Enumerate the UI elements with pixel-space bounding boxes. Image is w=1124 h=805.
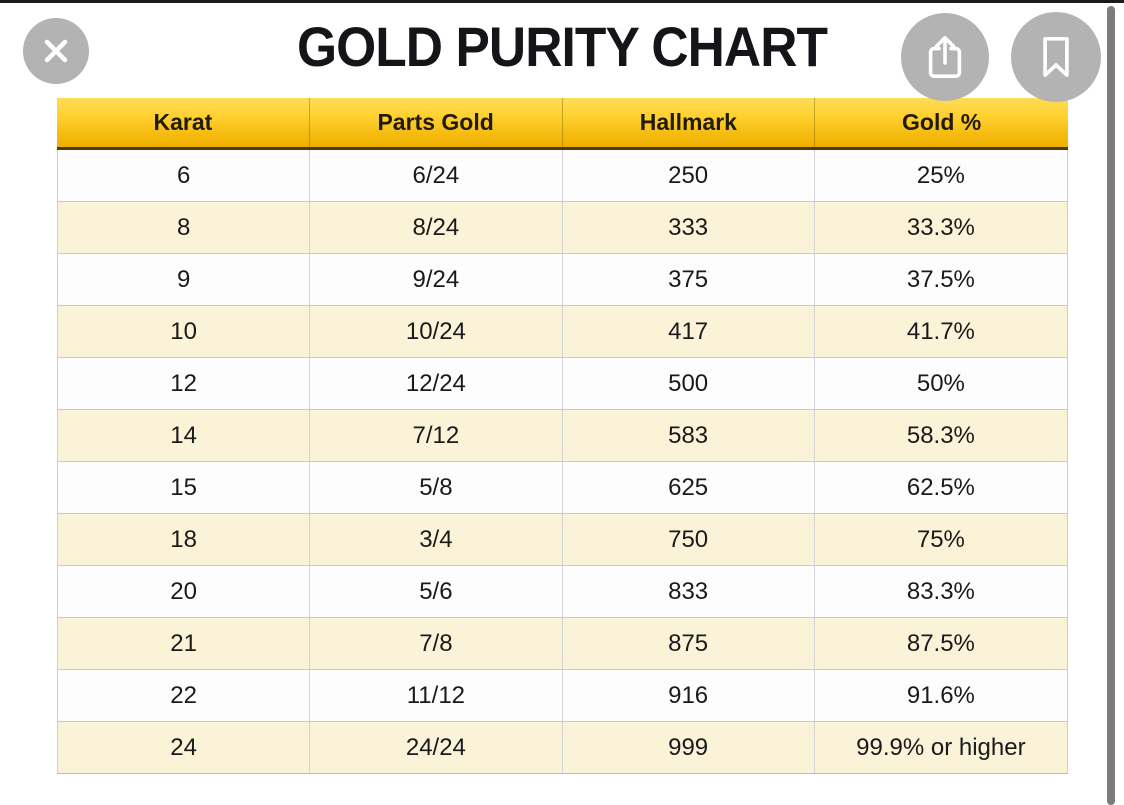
table-cell: 875 xyxy=(563,618,815,669)
table-cell: 750 xyxy=(563,514,815,565)
table-cell: 8 xyxy=(58,202,311,253)
table-cell: 500 xyxy=(563,358,815,409)
column-header: Gold % xyxy=(902,109,982,135)
table-row: 8 8/24 333 33.3% xyxy=(58,202,1067,254)
table-row: 14 7/12 583 58.3% xyxy=(58,410,1067,462)
bookmark-button[interactable] xyxy=(1011,12,1101,102)
top-edge-strip xyxy=(0,0,1124,3)
table-row: 22 11/12 916 91.6% xyxy=(58,670,1067,722)
table-cell: 37.5% xyxy=(906,265,975,293)
column-header: Parts Gold xyxy=(310,98,563,147)
table-header-row: Karat Parts Gold Hallmark Gold % xyxy=(57,98,1068,150)
table-cell: 22 xyxy=(58,670,311,721)
share-button[interactable] xyxy=(901,13,989,101)
table-row: 21 7/8 875 87.5% xyxy=(58,618,1067,670)
bookmark-icon xyxy=(1036,34,1076,80)
table-cell: 5/8 xyxy=(310,462,563,513)
page-title: GOLD PURITY CHART xyxy=(296,15,828,78)
table-cell: 5/6 xyxy=(310,566,563,617)
table-cell: 18 xyxy=(58,514,311,565)
table-cell: 11/12 xyxy=(310,670,563,721)
table-cell: 91.6% xyxy=(906,681,975,709)
table-cell: 58.3% xyxy=(906,421,975,449)
table-cell: 375 xyxy=(563,254,815,305)
table-cell: 583 xyxy=(563,410,815,461)
table-cell: 6/24 xyxy=(310,150,563,201)
column-header: Hallmark xyxy=(563,98,816,147)
vertical-scrollbar[interactable] xyxy=(1107,6,1115,805)
table-row: 6 6/24 250 25% xyxy=(58,150,1067,202)
table-cell: 12 xyxy=(58,358,311,409)
table-cell: 21 xyxy=(58,618,311,669)
table-cell: 10/24 xyxy=(310,306,563,357)
table-cell: 10 xyxy=(58,306,311,357)
table-row: 9 9/24 375 37.5% xyxy=(58,254,1067,306)
column-header: Karat xyxy=(57,98,310,147)
table-cell: 333 xyxy=(563,202,815,253)
table-row: 12 12/24 500 50% xyxy=(58,358,1067,410)
table-cell: 916 xyxy=(563,670,815,721)
table-cell: 6 xyxy=(58,150,311,201)
table-cell: 417 xyxy=(563,306,815,357)
close-icon xyxy=(40,35,72,67)
table-body: 6 6/24 250 25% 8 8/24 333 33.3% 9 9/24 375 37.5% 10 1… xyxy=(57,150,1068,774)
table-cell: 75% xyxy=(916,525,965,553)
table-cell: 12/24 xyxy=(310,358,563,409)
table-row: 20 5/6 833 83.3% xyxy=(58,566,1067,618)
table-cell: 9 xyxy=(58,254,311,305)
table-cell: 33.3% xyxy=(906,213,975,241)
table-cell: 20 xyxy=(58,566,311,617)
table-cell: 7/12 xyxy=(310,410,563,461)
gold-purity-table: Karat Parts Gold Hallmark Gold % 6 6/24 250 25… xyxy=(57,98,1068,774)
table-cell: 62.5% xyxy=(906,473,975,501)
table-cell: 25% xyxy=(916,161,965,189)
share-icon xyxy=(924,33,966,81)
close-button[interactable] xyxy=(23,18,89,84)
table-cell: 999 xyxy=(563,722,815,773)
table-cell: 3/4 xyxy=(310,514,563,565)
table-cell: 24 xyxy=(58,722,311,773)
table-cell: 83.3% xyxy=(906,577,975,605)
table-row: 15 5/8 625 62.5% xyxy=(58,462,1067,514)
table-cell: 8/24 xyxy=(310,202,563,253)
table-row: 24 24/24 999 99.9% or higher xyxy=(58,722,1067,773)
table-row: 18 3/4 750 75% xyxy=(58,514,1067,566)
table-cell: 14 xyxy=(58,410,311,461)
table-cell: 87.5% xyxy=(906,629,975,657)
table-cell: 250 xyxy=(563,150,815,201)
table-cell: 833 xyxy=(563,566,815,617)
table-cell: 99.9% or higher xyxy=(856,733,1026,761)
table-cell: 9/24 xyxy=(310,254,563,305)
table-cell: 41.7% xyxy=(906,317,975,345)
table-row: 10 10/24 417 41.7% xyxy=(58,306,1067,358)
table-cell: 7/8 xyxy=(310,618,563,669)
table-cell: 24/24 xyxy=(310,722,563,773)
table-cell: 15 xyxy=(58,462,311,513)
table-cell: 50% xyxy=(916,369,965,397)
table-cell: 625 xyxy=(563,462,815,513)
